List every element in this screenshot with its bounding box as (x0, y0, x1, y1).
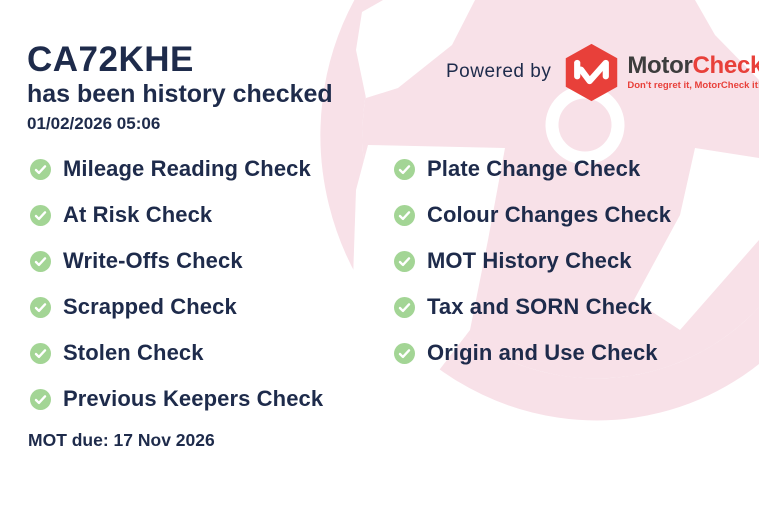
check-timestamp: 01/02/2026 05:06 (27, 114, 161, 133)
green-check-circle-icon (30, 296, 51, 318)
green-check-circle-icon (394, 342, 415, 364)
check-list-item: Scrapped Check (30, 284, 323, 330)
check-list-item: Origin and Use Check (394, 330, 671, 376)
brand-wordmark: MotorCheck Don't regret it, MotorCheck i… (627, 51, 759, 91)
check-list-item: Tax and SORN Check (394, 284, 671, 330)
check-label: Colour Changes Check (427, 202, 672, 227)
check-label: Tax and SORN Check (427, 294, 653, 319)
green-check-circle-icon (394, 296, 415, 318)
check-list-right: Plate Change Check Colour Changes Check … (394, 146, 671, 376)
header: CA72KHE has been history checked 01/02/2… (27, 42, 333, 132)
brand-name: MotorCheck (627, 51, 759, 79)
check-list-item: Stolen Check (30, 330, 323, 376)
brand-tagline: Don't regret it, MotorCheck it! (627, 79, 759, 91)
motorcheck-logo-icon (566, 43, 618, 101)
check-label: Stolen Check (63, 340, 204, 365)
check-label: Previous Keepers Check (63, 386, 324, 411)
check-list-item: Previous Keepers Check (30, 376, 323, 422)
check-label: Origin and Use Check (427, 340, 658, 365)
mot-due-text: MOT due: 17 Nov 2026 (28, 430, 215, 450)
green-check-circle-icon (394, 158, 415, 180)
check-label: Mileage Reading Check (63, 156, 311, 181)
green-check-circle-icon (394, 204, 415, 226)
green-check-circle-icon (394, 250, 415, 272)
green-check-circle-icon (30, 158, 51, 180)
history-checked-subtitle: has been history checked (27, 80, 333, 108)
vehicle-registration: CA72KHE (27, 40, 194, 79)
green-check-circle-icon (30, 204, 51, 226)
check-list-item: Write-Offs Check (30, 238, 323, 284)
powered-by-label: Powered by (446, 61, 552, 82)
check-list-left: Mileage Reading Check At Risk Check Writ… (30, 146, 323, 422)
check-list-item: At Risk Check (30, 192, 323, 238)
check-list-item: MOT History Check (394, 238, 671, 284)
check-list-item: Plate Change Check (394, 146, 671, 192)
check-label: Plate Change Check (427, 156, 641, 181)
brand-motor-text: Motor (627, 51, 693, 79)
green-check-circle-icon (30, 250, 51, 272)
powered-by-block: Powered by MotorCheck Don't regret it, M… (446, 42, 759, 102)
green-check-circle-icon (30, 342, 51, 364)
check-label: At Risk Check (63, 202, 213, 227)
check-list-item: Colour Changes Check (394, 192, 671, 238)
brand-check-text: Check (692, 51, 759, 79)
check-label: Write-Offs Check (63, 248, 243, 273)
check-label: Scrapped Check (63, 294, 237, 319)
check-list-item: Mileage Reading Check (30, 146, 323, 192)
green-check-circle-icon (30, 388, 51, 410)
check-label: MOT History Check (427, 248, 632, 273)
